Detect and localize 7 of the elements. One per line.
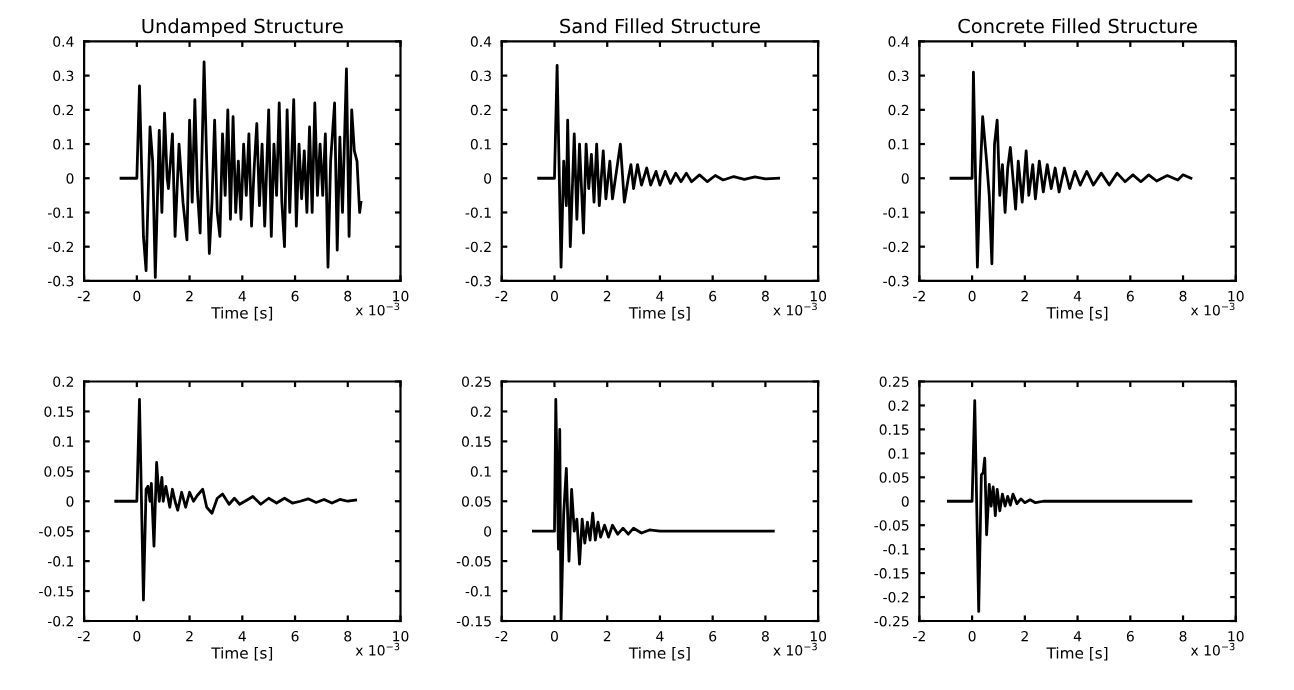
chart-title: Sand Filled Structure xyxy=(560,18,760,34)
chart-title: Concrete Filled Structure xyxy=(958,18,1197,34)
chart-title: Undamped Structure xyxy=(142,18,343,38)
line-series xyxy=(949,70,1193,269)
line-series xyxy=(537,63,780,269)
line-series xyxy=(114,398,358,602)
line-series xyxy=(946,399,1193,613)
